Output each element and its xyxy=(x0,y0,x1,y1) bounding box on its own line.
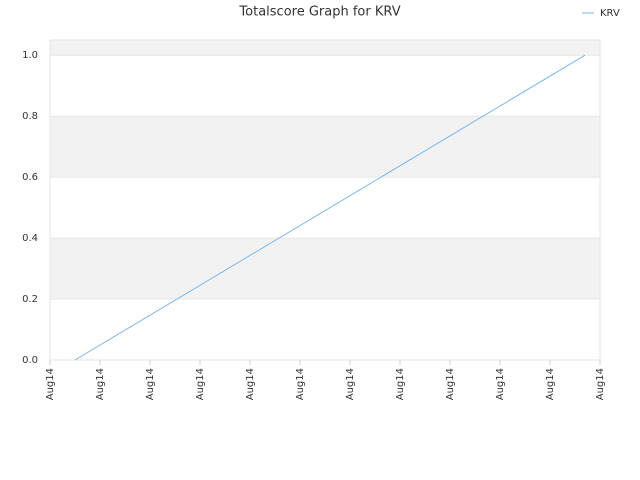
y-tick-label: 0.0 xyxy=(22,355,38,366)
x-tick-label: Aug14 xyxy=(495,368,506,400)
x-tick-label: Aug14 xyxy=(195,368,206,400)
y-tick-label: 0.8 xyxy=(22,111,38,122)
series-line xyxy=(74,54,586,361)
y-tick-label: 1.0 xyxy=(22,50,38,61)
x-tick-label: Aug14 xyxy=(345,368,356,400)
grid-band xyxy=(50,238,600,300)
chart-title: Totalscore Graph for KRV xyxy=(238,5,400,20)
plot-border xyxy=(49,39,601,361)
x-tick-label: Aug14 xyxy=(145,368,156,400)
grid-band xyxy=(50,116,600,178)
x-tick-label: Aug14 xyxy=(95,368,106,400)
x-tick-label: Aug14 xyxy=(245,368,256,400)
grid-band xyxy=(50,40,600,56)
x-tick-label: Aug14 xyxy=(595,368,606,400)
x-tick-label: Aug14 xyxy=(545,368,556,400)
x-tick-label: Aug14 xyxy=(395,368,406,400)
x-tick-label: Aug14 xyxy=(445,368,456,400)
x-tick-label: Aug14 xyxy=(295,368,306,400)
x-tick-label: Aug14 xyxy=(45,368,56,400)
y-tick-label: 0.6 xyxy=(22,172,38,183)
y-tick-label: 0.4 xyxy=(22,233,38,244)
legend-label[interactable]: KRV xyxy=(600,8,620,19)
y-tick-label: 0.2 xyxy=(22,294,38,305)
